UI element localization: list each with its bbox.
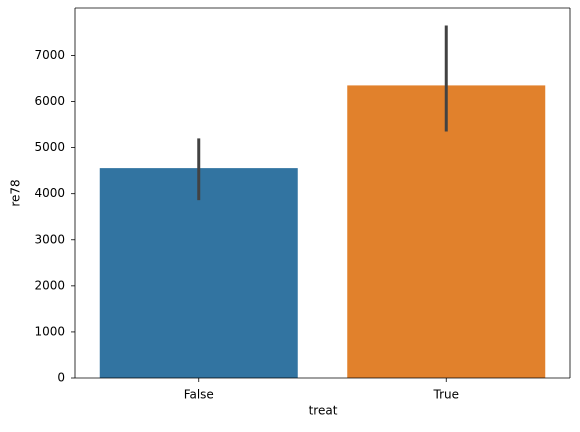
y-tick-label: 0 [57,371,65,385]
y-tick-label: 1000 [34,324,65,338]
bar [347,85,546,378]
x-tick-label: True [433,388,460,402]
y-tick-label: 4000 [34,186,65,200]
y-tick-label: 5000 [34,140,65,154]
y-tick-label: 2000 [34,278,65,292]
x-tick-label: False [184,388,214,402]
y-tick-label: 7000 [34,48,65,62]
y-tick-label: 3000 [34,232,65,246]
x-axis-label: treat [309,404,338,418]
y-axis-label: re78 [9,179,23,206]
y-tick-label: 6000 [34,94,65,108]
bar [99,168,298,378]
